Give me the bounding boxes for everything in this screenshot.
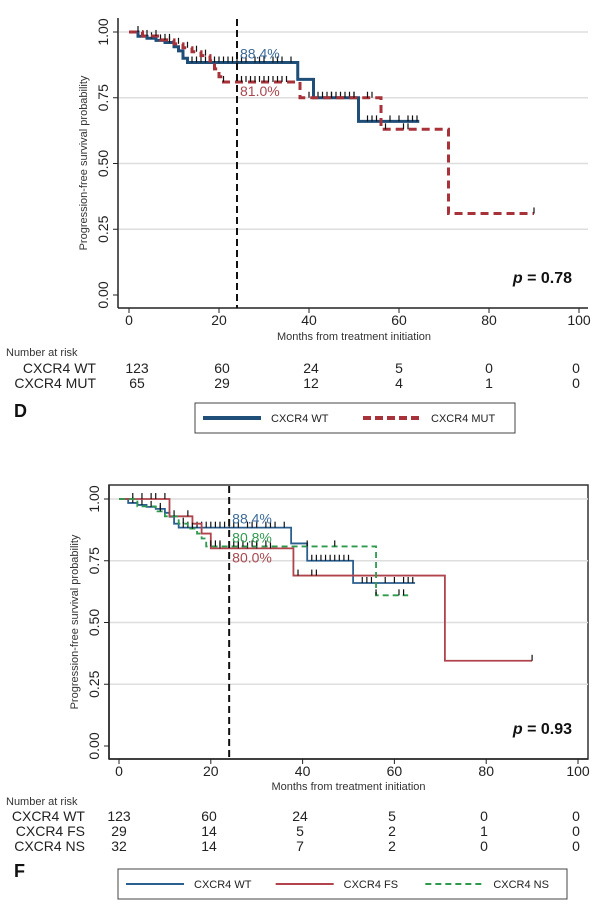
survival-curve [119,498,409,597]
y-tick-label: 0.25 [86,670,102,697]
risk-count: 0 [480,808,488,824]
legend-label: CXCR4 WT [271,413,329,425]
legend-label: CXCR4 FS [344,879,398,891]
y-tick-label: 0.75 [86,547,102,574]
p-value-number: = 0.93 [523,721,572,738]
x-tick-label: 100 [567,312,591,328]
x-tick-label: 0 [125,312,133,328]
survival-curve [129,30,534,215]
risk-count: 0 [572,808,580,824]
risk-count: 5 [388,808,396,824]
panel-letter: F [14,861,25,881]
legend-label: CXCR4 NS [493,879,549,891]
legend-label: CXCR4 MUT [431,413,495,425]
risk-count: 12 [303,375,319,391]
risk-count: 0 [572,375,580,391]
p-value-number: = 0.78 [523,270,572,287]
risk-count: 0 [480,838,488,854]
y-tick-label: 1.00 [95,18,111,45]
y-tick-label: 0.25 [95,215,111,242]
risk-row-label: CXCR4 WT [23,360,97,376]
x-tick-label: 20 [211,312,227,328]
p-symbol: p [512,721,523,738]
y-tick-label: 1.00 [86,485,102,512]
survival-annotation: 88.4% [240,46,280,62]
y-tick-label: 0.75 [95,84,111,111]
y-axis-title: Progression-free survival probability [69,534,81,709]
risk-table-header: Number at risk [6,796,78,808]
risk-count: 2 [388,838,396,854]
risk-count: 7 [296,838,304,854]
y-tick-label: 0.50 [95,150,111,177]
y-tick-label: 0.00 [95,281,111,308]
risk-count: 0 [572,838,580,854]
risk-count: 4 [395,375,403,391]
risk-count: 1 [480,823,488,839]
survival-annotation: 88.4% [232,511,272,527]
risk-count: 5 [395,360,403,376]
x-tick-label: 40 [295,763,311,779]
risk-count: 1 [485,375,493,391]
survival-annotation: 81.0% [240,83,280,99]
risk-count: 123 [125,360,149,376]
survival-curve [119,498,533,662]
p-value: p = 0.78 [512,270,572,287]
x-tick-label: 40 [301,312,317,328]
series-cxcr4-mut [129,26,535,215]
series-cxcr4-fs [119,493,533,662]
risk-count: 14 [201,838,217,854]
p-value: p = 0.93 [512,721,572,738]
survival-curve [129,30,420,123]
x-tick-label: 0 [115,763,123,779]
risk-row-label: CXCR4 FS [16,823,85,839]
risk-table-header: Number at risk [6,347,78,359]
risk-count: 29 [111,823,127,839]
risk-count: 24 [303,360,319,376]
p-symbol: p [512,270,523,287]
risk-count: 65 [129,375,145,391]
risk-count: 32 [111,838,127,854]
survival-annotation: 80.0% [232,549,272,565]
x-tick-label: 60 [391,312,407,328]
risk-count: 5 [296,823,304,839]
risk-count: 0 [572,823,580,839]
y-tick-label: 0.00 [86,732,102,759]
series-cxcr4-ns [119,498,409,597]
risk-row-label: CXCR4 NS [14,838,85,854]
legend-label: CXCR4 WT [194,879,252,891]
y-tick-label: 0.50 [86,609,102,636]
risk-count: 24 [292,808,308,824]
x-tick-label: 80 [478,763,494,779]
panel-letter: D [14,401,27,421]
risk-row-label: CXCR4 WT [12,808,86,824]
risk-count: 29 [214,375,230,391]
survival-annotation: 80.8% [232,529,272,545]
y-axis-title: Progression-free survival probability [78,75,90,250]
x-tick-label: 20 [203,763,219,779]
x-axis-title: Months from treatment initiation [277,331,431,343]
x-tick-label: 60 [387,763,403,779]
risk-count: 123 [107,808,131,824]
legend-box [117,868,568,900]
risk-row-label: CXCR4 MUT [14,375,96,391]
risk-count: 60 [201,808,217,824]
legend: CXCR4 WT CXCR4 MUT [194,402,516,434]
legend: CXCR4 WT CXCR4 FS CXCR4 NS [117,868,568,900]
x-tick-label: 80 [481,312,497,328]
risk-count: 0 [572,360,580,376]
risk-count: 60 [214,360,230,376]
x-tick-label: 100 [566,763,590,779]
x-axis-title: Months from treatment initiation [271,781,425,793]
risk-count: 0 [485,360,493,376]
risk-count: 14 [201,823,217,839]
risk-count: 2 [388,823,396,839]
